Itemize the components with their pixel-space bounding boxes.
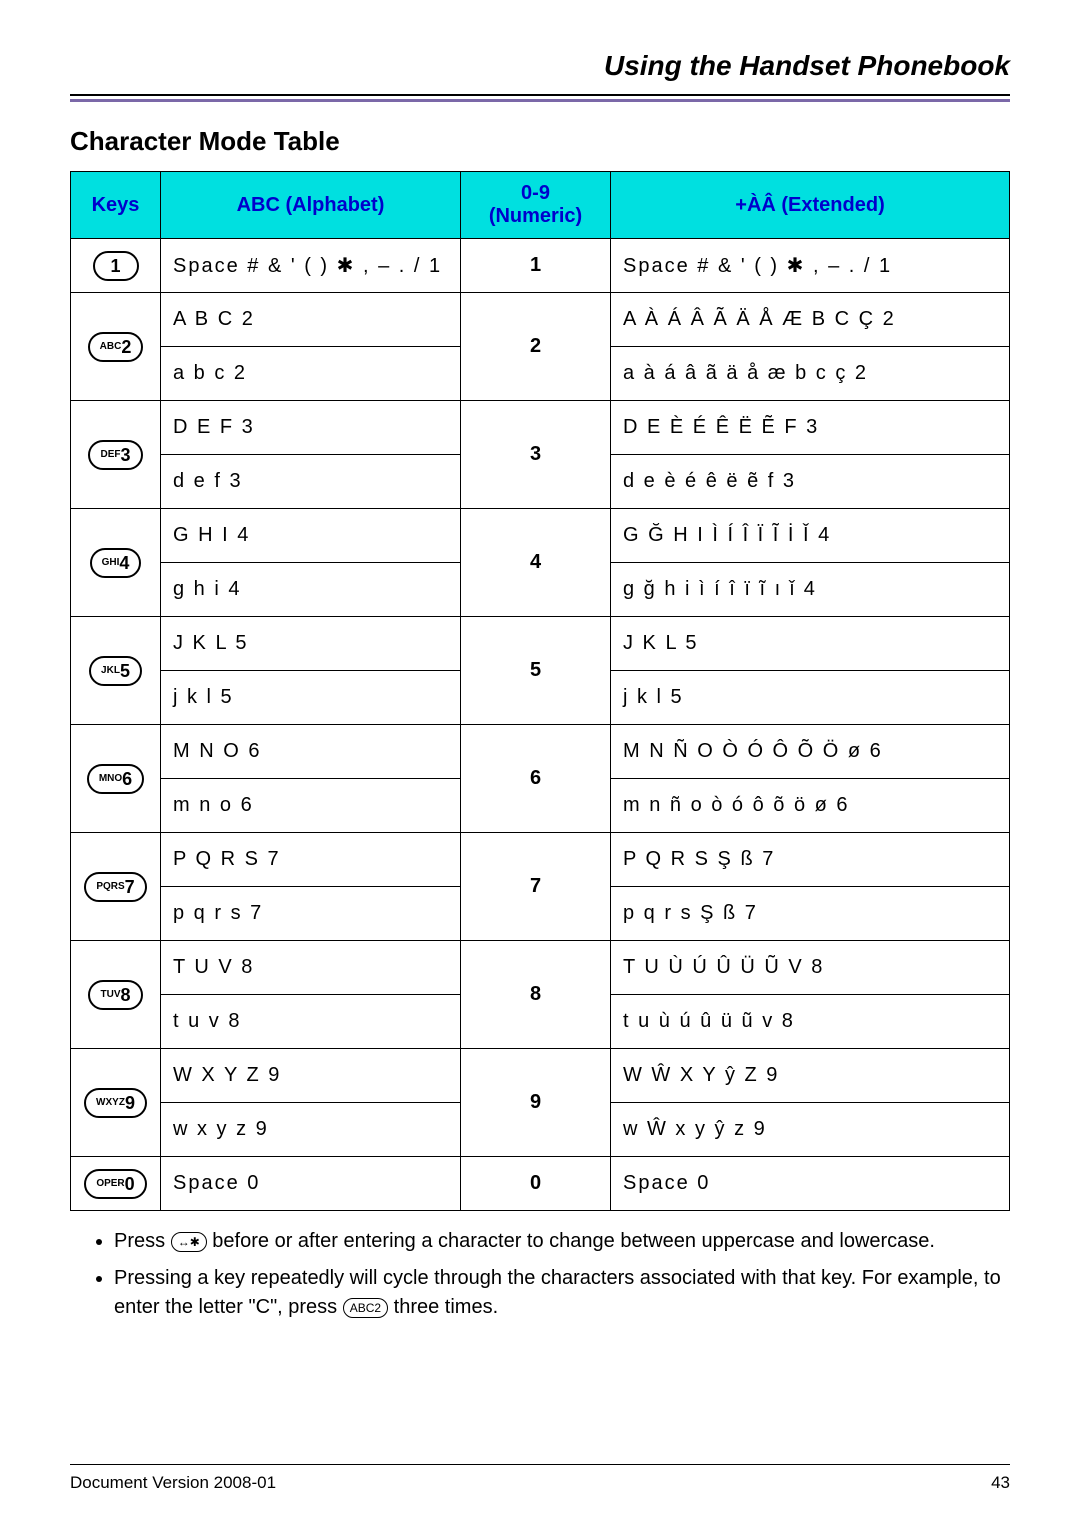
ext-lower: d e è é ê ë ẽ f 3 bbox=[611, 455, 1010, 509]
ext-lower: t u ù ú û ü ũ v 8 bbox=[611, 995, 1010, 1049]
abc-upper: M N O 6 bbox=[161, 725, 461, 779]
keypad-key-icon: 1 bbox=[93, 251, 139, 281]
keypad-key-icon: MNO6 bbox=[87, 764, 144, 794]
abc-upper: Space # & ' ( ) ✱ , – . / 1 bbox=[161, 239, 461, 293]
key-cell: OPER0 bbox=[71, 1157, 161, 1211]
abc-upper: T U V 8 bbox=[161, 941, 461, 995]
abc-lower: g h i 4 bbox=[161, 563, 461, 617]
key-cell: PQRS7 bbox=[71, 833, 161, 941]
key-cell: MNO6 bbox=[71, 725, 161, 833]
abc-lower: m n o 6 bbox=[161, 779, 461, 833]
abc-upper: D E F 3 bbox=[161, 401, 461, 455]
ext-upper: G Ğ H I Ì Í Î Ï Ĩ İ Ǐ 4 bbox=[611, 509, 1010, 563]
abc-lower: d e f 3 bbox=[161, 455, 461, 509]
numeric-cell: 6 bbox=[461, 725, 611, 833]
ext-upper: P Q R S Ş ß 7 bbox=[611, 833, 1010, 887]
keypad-key-icon: WXYZ9 bbox=[84, 1088, 147, 1118]
abc-upper: J K L 5 bbox=[161, 617, 461, 671]
key-cell: TUV8 bbox=[71, 941, 161, 1049]
numeric-cell: 9 bbox=[461, 1049, 611, 1157]
ext-upper: W Ŵ X Y ŷ Z 9 bbox=[611, 1049, 1010, 1103]
ext-lower: j k l 5 bbox=[611, 671, 1010, 725]
shift-key-icon: ↔✱ bbox=[171, 1232, 207, 1252]
abc-lower: a b c 2 bbox=[161, 347, 461, 401]
abc-upper: A B C 2 bbox=[161, 293, 461, 347]
abc-upper: P Q R S 7 bbox=[161, 833, 461, 887]
numeric-cell: 4 bbox=[461, 509, 611, 617]
key-cell: GHI4 bbox=[71, 509, 161, 617]
ext-upper: J K L 5 bbox=[611, 617, 1010, 671]
numeric-cell: 2 bbox=[461, 293, 611, 401]
ext-upper: Space # & ' ( ) ✱ , – . / 1 bbox=[611, 239, 1010, 293]
ext-upper: A À Á Â Ã Ä Å Æ B C Ç 2 bbox=[611, 293, 1010, 347]
ext-upper: T U Ù Ú Û Ü Ũ V 8 bbox=[611, 941, 1010, 995]
ext-upper: D E È É Ê Ë Ẽ F 3 bbox=[611, 401, 1010, 455]
doc-version: Document Version 2008-01 bbox=[70, 1473, 276, 1493]
key-cell: ABC2 bbox=[71, 293, 161, 401]
note-text: Press bbox=[114, 1230, 171, 1252]
keypad-key-icon: OPER0 bbox=[84, 1169, 146, 1199]
notes-list: Press ↔✱ before or after entering a char… bbox=[70, 1227, 1010, 1322]
numeric-cell: 7 bbox=[461, 833, 611, 941]
abc-lower: p q r s 7 bbox=[161, 887, 461, 941]
key-cell: DEF3 bbox=[71, 401, 161, 509]
key-cell: JKL5 bbox=[71, 617, 161, 725]
keypad-key-icon: DEF3 bbox=[88, 440, 142, 470]
ext-lower: w Ŵ x y ŷ z 9 bbox=[611, 1103, 1010, 1157]
abc-lower: w x y z 9 bbox=[161, 1103, 461, 1157]
ext-lower: a à á â ã ä å æ b c ç 2 bbox=[611, 347, 1010, 401]
ext-lower: g ğ h i ì í î ï ĩ ı ǐ 4 bbox=[611, 563, 1010, 617]
page-header-title: Using the Handset Phonebook bbox=[70, 50, 1010, 96]
col-header-abc: ABC (Alphabet) bbox=[161, 172, 461, 239]
keypad-key-icon: PQRS7 bbox=[84, 872, 146, 902]
numeric-cell: 0 bbox=[461, 1157, 611, 1211]
col-header-num: 0-9 (Numeric) bbox=[461, 172, 611, 239]
key-cell: 1 bbox=[71, 239, 161, 293]
abc-upper: W X Y Z 9 bbox=[161, 1049, 461, 1103]
abc2-key-icon: ABC2 bbox=[343, 1298, 388, 1318]
key-cell: WXYZ9 bbox=[71, 1049, 161, 1157]
note-text: Pressing a key repeatedly will cycle thr… bbox=[114, 1267, 1001, 1318]
character-mode-table: Keys ABC (Alphabet) 0-9 (Numeric) +ÀÂ (E… bbox=[70, 171, 1010, 1211]
ext-upper: M N Ñ O Ò Ó Ô Õ Ö ø 6 bbox=[611, 725, 1010, 779]
keypad-key-icon: ABC2 bbox=[88, 332, 144, 362]
ext-lower: m n ñ o ò ó ô õ ö ø 6 bbox=[611, 779, 1010, 833]
abc-upper: Space 0 bbox=[161, 1157, 461, 1211]
col-header-keys: Keys bbox=[71, 172, 161, 239]
ext-lower: p q r s Ş ß 7 bbox=[611, 887, 1010, 941]
abc-lower: t u v 8 bbox=[161, 995, 461, 1049]
numeric-cell: 5 bbox=[461, 617, 611, 725]
keypad-key-icon: JKL5 bbox=[89, 656, 142, 686]
note-text: three times. bbox=[388, 1296, 498, 1318]
note-1: Press ↔✱ before or after entering a char… bbox=[114, 1227, 1010, 1256]
numeric-cell: 8 bbox=[461, 941, 611, 1049]
keypad-key-icon: TUV8 bbox=[88, 980, 142, 1010]
page-number: 43 bbox=[991, 1473, 1010, 1493]
keypad-key-icon: GHI4 bbox=[90, 548, 142, 578]
section-title: Character Mode Table bbox=[70, 126, 1010, 157]
abc-lower: j k l 5 bbox=[161, 671, 461, 725]
col-header-ext: +ÀÂ (Extended) bbox=[611, 172, 1010, 239]
abc-upper: G H I 4 bbox=[161, 509, 461, 563]
numeric-cell: 1 bbox=[461, 239, 611, 293]
note-2: Pressing a key repeatedly will cycle thr… bbox=[114, 1264, 1010, 1322]
ext-upper: Space 0 bbox=[611, 1157, 1010, 1211]
numeric-cell: 3 bbox=[461, 401, 611, 509]
header-rule bbox=[70, 99, 1010, 102]
note-text: before or after entering a character to … bbox=[207, 1230, 935, 1252]
page-footer: Document Version 2008-01 43 bbox=[70, 1464, 1010, 1493]
